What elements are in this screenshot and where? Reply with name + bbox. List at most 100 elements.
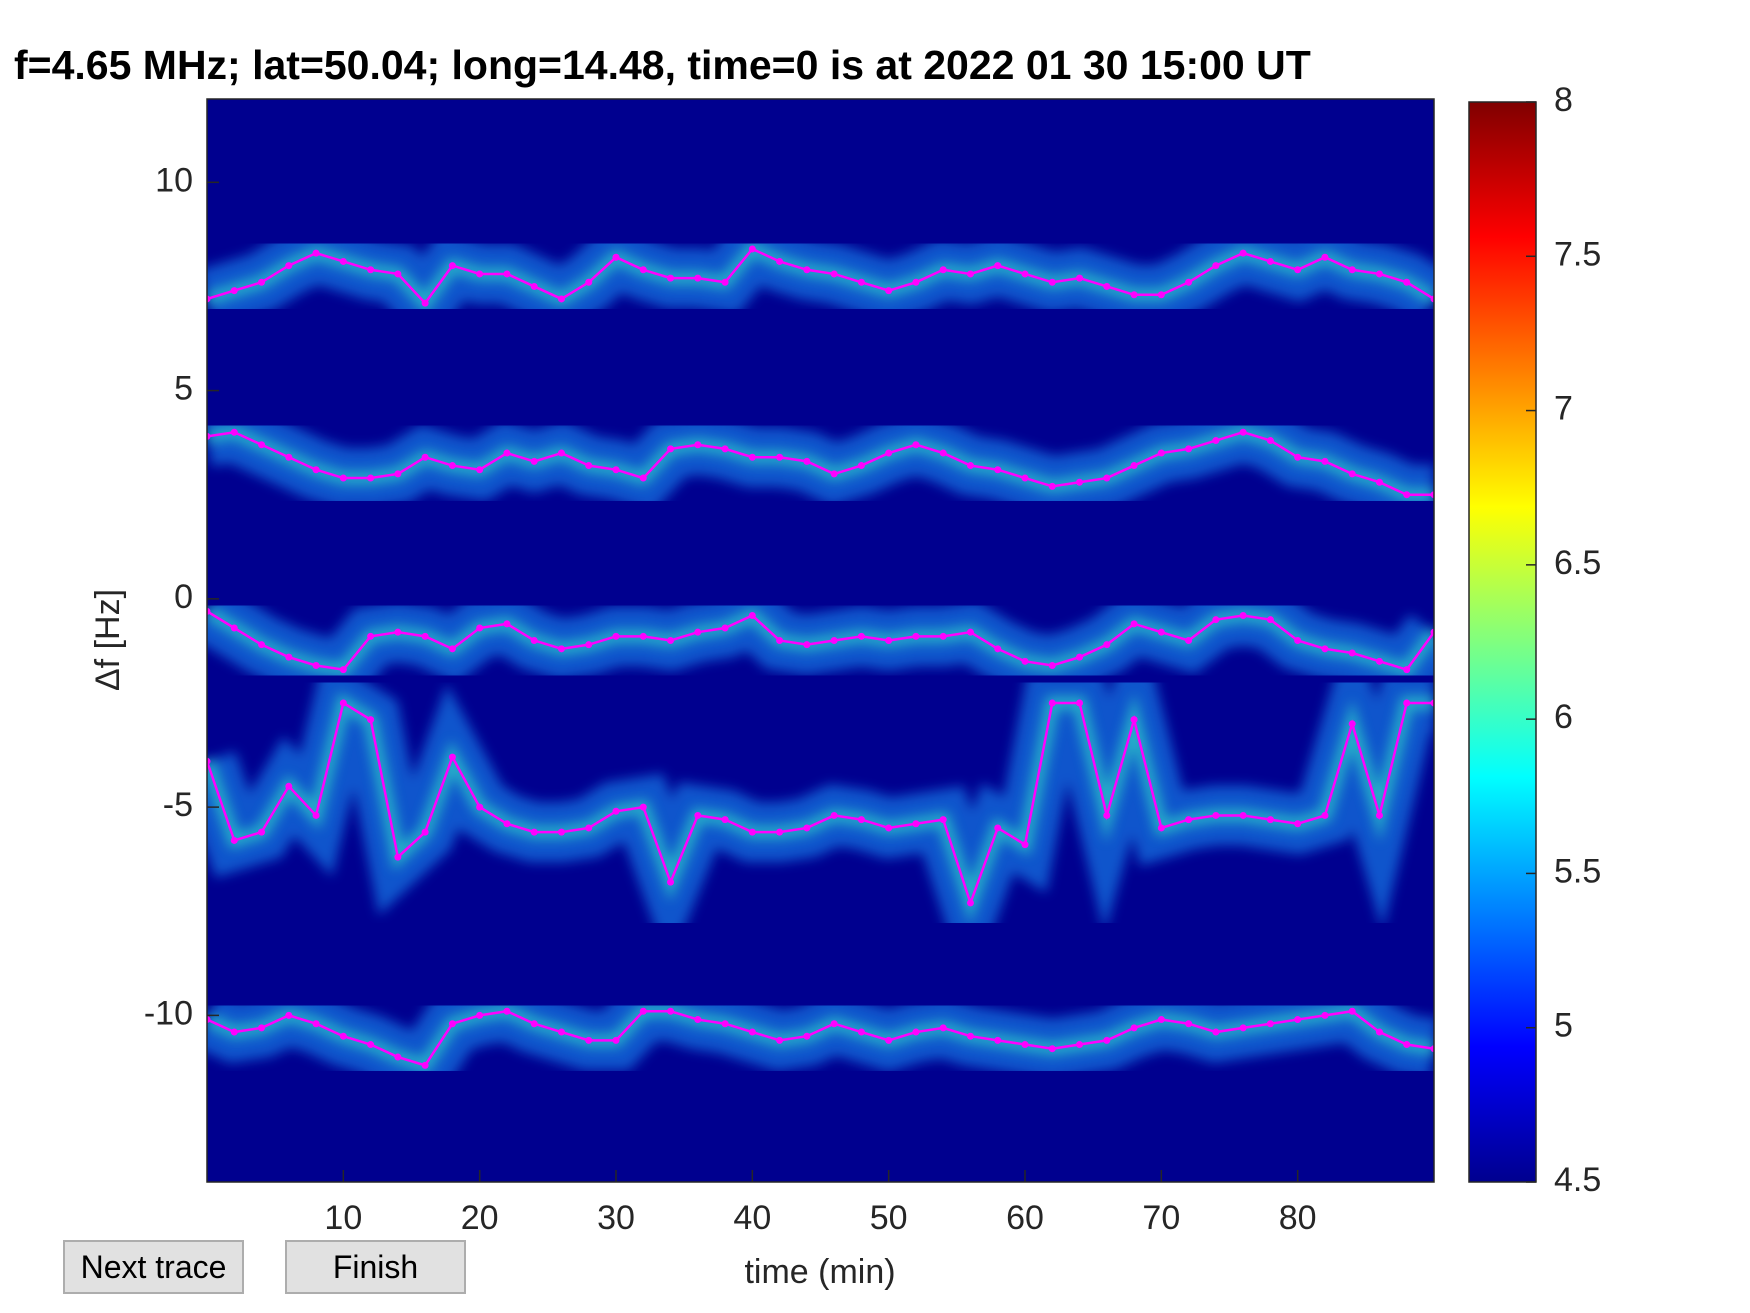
trace-point bbox=[830, 1020, 838, 1028]
trace-point bbox=[530, 1020, 538, 1028]
chart-title: f=4.65 MHz; lat=50.04; long=14.48, time=… bbox=[14, 42, 1311, 88]
trace-point bbox=[1212, 616, 1220, 624]
trace-point bbox=[421, 1061, 429, 1069]
trace-point bbox=[312, 661, 320, 669]
colorbar-tick-label: 8 bbox=[1554, 81, 1573, 119]
trace-point bbox=[207, 1016, 211, 1024]
trace-point bbox=[394, 853, 402, 861]
trace-point bbox=[1266, 616, 1274, 624]
trace-point bbox=[421, 828, 429, 836]
trace-point bbox=[339, 1032, 347, 1040]
trace-point bbox=[557, 1028, 565, 1036]
trace-point bbox=[448, 1020, 456, 1028]
trace-point bbox=[994, 262, 1002, 270]
trace-point bbox=[1021, 474, 1029, 482]
trace-point bbox=[1048, 699, 1056, 707]
trace-point bbox=[1076, 653, 1084, 661]
trace-point bbox=[939, 632, 947, 640]
trace-point bbox=[639, 632, 647, 640]
trace-point bbox=[207, 757, 211, 765]
trace-point bbox=[1321, 457, 1329, 465]
trace-point bbox=[394, 470, 402, 478]
trace-point bbox=[1048, 278, 1056, 286]
trace-point bbox=[912, 278, 920, 286]
trace-point bbox=[721, 1020, 729, 1028]
trace-point bbox=[285, 782, 293, 790]
trace-point bbox=[1239, 1024, 1247, 1032]
trace-point bbox=[1239, 249, 1247, 257]
trace-point bbox=[476, 624, 484, 632]
trace-point bbox=[339, 699, 347, 707]
trace-point bbox=[530, 828, 538, 836]
trace-point bbox=[912, 1028, 920, 1036]
trace-point bbox=[639, 803, 647, 811]
trace-point bbox=[1403, 491, 1411, 499]
trace-point bbox=[667, 274, 675, 282]
x-tick-label: 80 bbox=[1279, 1199, 1317, 1237]
trace-point bbox=[585, 462, 593, 470]
trace-point bbox=[394, 270, 402, 278]
trace-point bbox=[530, 457, 538, 465]
trace-point bbox=[1266, 1020, 1274, 1028]
trace-point bbox=[285, 453, 293, 461]
trace-point bbox=[230, 287, 238, 295]
trace-point bbox=[912, 632, 920, 640]
trace-point bbox=[1157, 628, 1165, 636]
trace-point bbox=[1239, 428, 1247, 436]
trace-point bbox=[857, 816, 865, 824]
trace-point bbox=[939, 266, 947, 274]
y-tick-label: 10 bbox=[155, 161, 193, 199]
trace-point bbox=[1430, 1045, 1434, 1053]
trace-point bbox=[476, 803, 484, 811]
trace-point bbox=[694, 628, 702, 636]
trace-point bbox=[394, 628, 402, 636]
trace-point bbox=[857, 278, 865, 286]
trace-point bbox=[830, 811, 838, 819]
trace-point bbox=[1403, 699, 1411, 707]
trace-point bbox=[830, 270, 838, 278]
trace-point bbox=[367, 716, 375, 724]
trace-point bbox=[339, 474, 347, 482]
trace-point bbox=[1076, 478, 1084, 486]
trace-point bbox=[1157, 1016, 1165, 1024]
trace-point bbox=[1294, 820, 1302, 828]
finish-button[interactable]: Finish bbox=[285, 1240, 466, 1294]
trace-point bbox=[1076, 1041, 1084, 1049]
colorbar-tick-label: 4.5 bbox=[1554, 1161, 1601, 1199]
trace-point bbox=[1348, 266, 1356, 274]
trace-point bbox=[503, 270, 511, 278]
trace-point bbox=[421, 453, 429, 461]
trace-point bbox=[721, 278, 729, 286]
trace-point bbox=[1103, 1036, 1111, 1044]
trace-point bbox=[694, 811, 702, 819]
trace-point bbox=[1266, 257, 1274, 265]
plot-frame bbox=[206, 98, 1435, 1183]
trace-point bbox=[1239, 612, 1247, 620]
trace-point bbox=[1430, 699, 1434, 707]
trace-point bbox=[312, 249, 320, 257]
trace-point bbox=[1130, 716, 1138, 724]
trace-point bbox=[1130, 462, 1138, 470]
trace-point bbox=[1103, 474, 1111, 482]
trace-point bbox=[1294, 1016, 1302, 1024]
trace-point bbox=[1048, 661, 1056, 669]
trace-point bbox=[1430, 491, 1434, 499]
trace-point bbox=[1266, 437, 1274, 445]
trace-point bbox=[1103, 811, 1111, 819]
trace-point bbox=[585, 278, 593, 286]
trace-point bbox=[803, 641, 811, 649]
trace-point bbox=[994, 645, 1002, 653]
trace-point bbox=[503, 1007, 511, 1015]
trace-point bbox=[557, 449, 565, 457]
trace-point bbox=[939, 1024, 947, 1032]
trace-point bbox=[966, 462, 974, 470]
trace-point bbox=[1021, 657, 1029, 665]
y-tick-label: -10 bbox=[144, 994, 193, 1032]
next-trace-button[interactable]: Next trace bbox=[63, 1240, 244, 1294]
trace-point bbox=[1403, 666, 1411, 674]
trace-point bbox=[1103, 282, 1111, 290]
trace-point bbox=[639, 266, 647, 274]
trace-point bbox=[1130, 1024, 1138, 1032]
trace-line bbox=[207, 430, 1434, 496]
